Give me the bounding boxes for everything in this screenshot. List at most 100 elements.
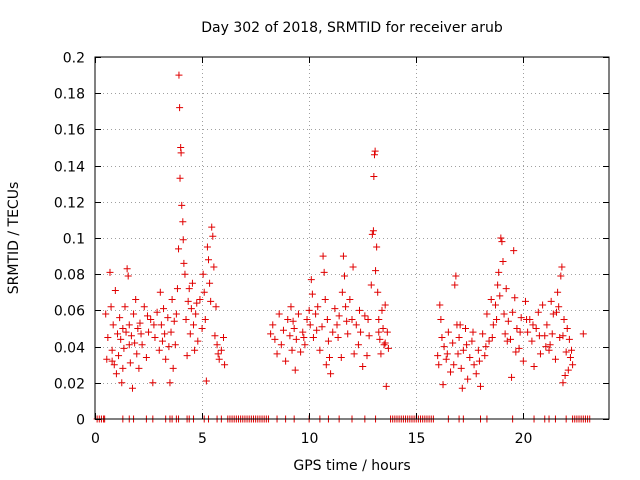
data-point (469, 328, 477, 336)
data-point (370, 151, 378, 159)
data-point (305, 306, 313, 314)
data-point (497, 234, 505, 242)
data-point (563, 325, 571, 332)
data-point (175, 245, 183, 253)
data-point (444, 328, 452, 336)
axis-ticks: 0 0.02 0.04 0.06 0.08 0.1 0.12 0.14 0.16 0.18 0.2 0… (54, 51, 609, 447)
data-point (535, 332, 543, 340)
data-point (316, 346, 324, 354)
data-point (307, 276, 315, 284)
data-point (339, 252, 347, 260)
data-point (370, 172, 378, 180)
data-point (449, 339, 457, 347)
data-point (117, 335, 125, 343)
y-axis-label: SRMTID / TECUs (6, 182, 22, 295)
data-point (115, 352, 123, 360)
data-point (523, 315, 531, 323)
data-point (323, 315, 331, 323)
data-point (517, 314, 525, 322)
data-point (546, 341, 554, 349)
data-point (198, 325, 206, 332)
data-point (468, 337, 476, 345)
data-point (553, 308, 561, 316)
data-point (308, 290, 316, 298)
data-point (503, 337, 511, 345)
data-points (93, 71, 594, 423)
data-point (509, 308, 517, 316)
data-point (206, 279, 214, 287)
data-point (161, 330, 169, 338)
data-point (178, 201, 186, 209)
data-point (559, 332, 567, 340)
data-point (378, 306, 386, 314)
data-point (121, 303, 129, 311)
data-point (361, 312, 369, 320)
data-point (179, 236, 187, 244)
data-point (529, 321, 537, 329)
data-point (211, 332, 219, 340)
data-point (346, 296, 354, 304)
data-point (363, 352, 371, 360)
y-tick-label: 0.04 (54, 341, 85, 357)
data-point (502, 285, 510, 293)
data-point (214, 350, 222, 358)
data-point (282, 357, 290, 365)
data-point (108, 357, 116, 365)
data-point (306, 321, 314, 329)
data-point (287, 303, 295, 311)
data-point (498, 238, 506, 246)
data-point (284, 315, 292, 323)
data-point (559, 379, 567, 387)
data-point (217, 346, 225, 354)
data-point (203, 243, 211, 251)
data-point (555, 303, 563, 311)
data-point (383, 328, 391, 336)
data-point (320, 268, 328, 276)
data-point (551, 355, 559, 363)
data-point (472, 370, 480, 378)
data-point (277, 341, 285, 349)
data-point (372, 267, 380, 275)
data-point (190, 321, 198, 329)
data-point (457, 364, 465, 372)
data-point (566, 353, 574, 361)
data-point (564, 366, 572, 374)
chart-title: Day 302 of 2018, SRMTID for receiver aru… (201, 20, 503, 36)
data-point (470, 361, 478, 369)
data-point (487, 296, 495, 304)
data-point (516, 328, 524, 336)
y-tick-label: 0.08 (54, 268, 85, 284)
x-tick-label: 0 (91, 431, 100, 447)
data-point (205, 256, 213, 264)
data-point (209, 232, 217, 240)
data-point (135, 364, 143, 372)
data-point (380, 341, 388, 349)
data-point (157, 321, 165, 329)
data-point (200, 288, 208, 296)
data-point (297, 348, 305, 356)
data-point (185, 285, 193, 293)
data-point (450, 361, 458, 369)
data-point (168, 296, 176, 304)
data-point (322, 361, 330, 369)
data-point (171, 341, 179, 349)
data-point (136, 319, 144, 327)
data-point (170, 317, 178, 325)
data-point (539, 301, 547, 309)
data-point (483, 310, 491, 318)
data-point (273, 350, 281, 358)
data-point (177, 149, 185, 157)
data-point (119, 364, 127, 372)
data-point (442, 355, 450, 363)
data-point (508, 373, 516, 381)
data-point (560, 315, 568, 323)
y-tick-label: 0 (76, 413, 85, 429)
data-point (474, 346, 482, 354)
data-point (288, 346, 296, 354)
data-point (147, 315, 155, 323)
data-point (164, 314, 172, 322)
data-point (344, 330, 352, 338)
data-point (279, 326, 287, 334)
data-point (534, 308, 542, 316)
data-point (369, 227, 377, 235)
